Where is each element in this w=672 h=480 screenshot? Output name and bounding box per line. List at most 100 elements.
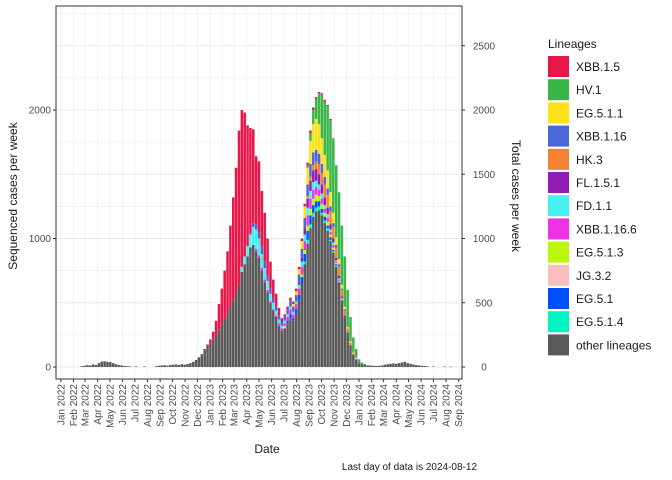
bar-segment: [274, 293, 278, 307]
bar-segment: [312, 107, 315, 110]
x-tick-label: Jul 2022: [130, 384, 141, 422]
bar-segment: [323, 220, 327, 224]
bar-segment: [312, 216, 315, 367]
bar-segment: [212, 331, 215, 340]
y2-axis-title: Total cases per week: [509, 140, 523, 253]
bar-segment: [294, 304, 298, 310]
x-tick-label: Jul 2024: [429, 384, 440, 422]
bar-segment: [292, 320, 295, 367]
x-tick-label: Jul 2023: [279, 384, 290, 422]
bar-segment: [334, 265, 338, 267]
bar-segment: [103, 361, 106, 367]
bar-segment: [303, 203, 307, 207]
bar-segment: [323, 205, 327, 209]
bar-segment: [229, 306, 232, 367]
bar-segment: [334, 257, 338, 261]
bar-segment: [329, 224, 332, 230]
y2-tick-label: 2500: [473, 41, 496, 52]
bar-segment: [277, 315, 281, 320]
bar-segment: [280, 331, 284, 367]
bar-segment: [312, 181, 315, 190]
bar-segment: [332, 250, 335, 252]
bar-segment: [154, 366, 158, 367]
bar-segment: [312, 152, 315, 166]
bar-segment: [372, 365, 375, 367]
bar-segment: [280, 322, 284, 326]
bar-segment: [272, 310, 275, 367]
bar-segment: [337, 282, 341, 284]
bar-segment: [323, 176, 327, 185]
bar-segment: [294, 291, 298, 296]
x-tick-label: Aug 2022: [143, 384, 154, 427]
bar-segment: [360, 364, 364, 367]
x-tick-label: Sep 2023: [305, 384, 316, 427]
bar-segment: [277, 323, 281, 326]
bar-segment: [337, 283, 341, 367]
bar-segment: [306, 239, 309, 244]
bar-segment: [252, 226, 255, 245]
bar-segment: [320, 184, 324, 194]
bar-segment: [329, 119, 332, 121]
bar-segment: [397, 363, 401, 367]
x-tick-label: May 2022: [105, 384, 116, 428]
bar-segment: [91, 364, 95, 367]
bar-segment: [254, 156, 258, 225]
bar-segment: [326, 194, 329, 208]
bar-segment: [329, 229, 332, 233]
bar-segment: [309, 228, 312, 367]
bar-segment: [314, 207, 318, 212]
bar-segment: [257, 257, 261, 367]
bar-segment: [129, 366, 132, 367]
bar-segment: [269, 288, 272, 294]
legend-swatch: [548, 241, 569, 263]
bar-segment: [297, 282, 301, 285]
bar-segment: [352, 354, 355, 367]
bar-segment: [426, 366, 429, 367]
bar-segment: [326, 188, 329, 195]
bar-segment: [386, 364, 389, 367]
bar-segment: [320, 172, 324, 185]
bar-segment: [303, 253, 307, 262]
bar-segment: [363, 363, 367, 366]
x-tick-label: Nov 2023: [330, 384, 341, 427]
bar-segment: [297, 269, 301, 275]
bar-segment: [80, 366, 83, 367]
y-tick-label: 1000: [29, 234, 52, 245]
bar-segment: [237, 284, 241, 367]
bar-segment: [326, 228, 329, 231]
legend-swatch: [548, 172, 569, 193]
bar-segment: [332, 242, 335, 245]
bar-segment: [203, 349, 206, 351]
bar-segment: [229, 225, 232, 307]
bar-segment: [306, 198, 309, 208]
bar-segment: [317, 163, 321, 175]
bar-segment: [266, 292, 269, 367]
bar-segment: [332, 238, 335, 243]
bar-segment: [100, 361, 104, 367]
bar-segment: [197, 357, 201, 367]
bar-segment: [326, 230, 329, 367]
bar-segment: [300, 257, 304, 262]
bar-segment: [357, 363, 361, 367]
bar-segment: [306, 165, 309, 168]
bar-segment: [286, 306, 289, 310]
bar-segment: [329, 120, 332, 193]
legend-swatch: [548, 148, 569, 170]
bar-segment: [317, 174, 321, 185]
bar-segment: [320, 193, 324, 199]
bar-segment: [252, 129, 255, 224]
bar-segment: [337, 259, 341, 265]
bar-segment: [297, 274, 301, 283]
bar-segment: [314, 97, 318, 99]
bar-segment: [326, 214, 329, 218]
bar-segment: [357, 359, 361, 364]
bar-segment: [329, 241, 332, 367]
bar-segment: [314, 98, 318, 119]
x-tick-label: Jan 2022: [56, 384, 67, 426]
bar-segment: [383, 364, 387, 367]
legend-swatch: [548, 218, 569, 240]
bar-segment: [309, 224, 312, 229]
bar-segment: [380, 365, 384, 367]
bar-segment: [300, 277, 304, 284]
bar-segment: [309, 180, 312, 191]
